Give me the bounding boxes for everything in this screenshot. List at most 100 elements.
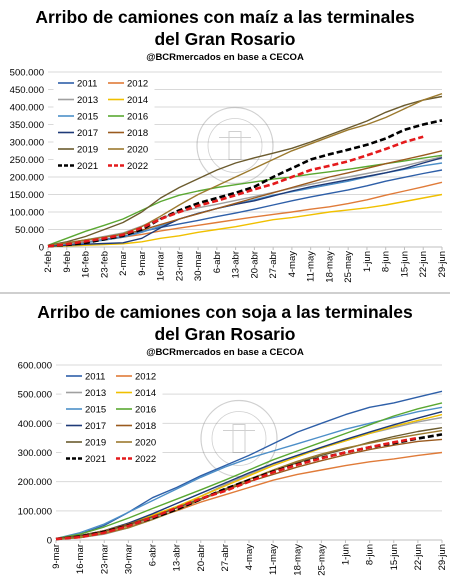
maiz-ytick-label: 150.000 [10,190,44,201]
maiz-chart-svg: 0 50.000 100.000 150.000 200.000 250.000 300.0… [10,68,448,283]
soja-ytick-label: 0 [47,536,52,547]
soja-series-2016-line [55,402,443,540]
soja-legend-label-2016: 2016 [135,405,156,416]
maiz-xtick-label: 9-mar [137,251,148,276]
maiz-series-2022-line [47,135,424,248]
maiz-legend-label-2020: 2020 [127,145,148,156]
soja-ytick-label: 100.000 [18,506,52,517]
maiz-watermark-seal [196,106,274,185]
maiz-legend-label-2011: 2011 [77,79,97,90]
soja-chart-title-line2: del Gran Rosario [154,324,296,344]
maiz-xtick-label: 11-may [306,251,317,282]
maiz-ytick-label: 500.000 [10,68,44,79]
soja-legend-label-2022: 2022 [135,454,156,465]
soja-xtick-label: 4-may [244,544,255,571]
maiz-xtick-label: 30-mar [193,251,204,281]
maiz-legend-label-2019: 2019 [77,145,98,156]
maiz-ytick-label: 200.000 [10,173,44,184]
maiz-legend-label-2018: 2018 [127,128,148,139]
maiz-xtick-label: 16-feb [81,251,92,278]
maiz-xtick-label: 16-mar [156,251,167,281]
soja-xtick-label: 8-jun [365,544,376,565]
maiz-ytick-label: 250.000 [10,155,44,166]
maiz-xtick-label: 29-jun [437,251,448,277]
maiz-series-2011-line [47,169,443,247]
maiz-chart-title-line2: del Gran Rosario [154,29,296,49]
panel-divider [0,292,450,294]
soja-watermark-seal [200,399,278,478]
maiz-xtick-label: 23-feb [99,251,110,278]
maiz-xtick-label: 22-jun [418,251,429,277]
soja-xtick-label: 16-mar [75,544,86,574]
soja-chart-svg: 0 100.000 200.000 300.000 400.000 500.000 600.… [18,361,448,576]
soja-legend-label-2019: 2019 [85,438,106,449]
maiz-xtick-label: 25-may [343,251,354,283]
maiz-legend-box [53,72,155,177]
maiz-ytick-label: 100.000 [10,208,44,219]
soja-ytick-label: 600.000 [18,361,52,372]
soja-xtick-label: 27-abr [220,544,231,571]
maiz-ytick-label: 0 [39,243,44,254]
soja-chart-panel: Arribo de camiones con soja a las termin… [0,295,450,588]
maiz-ytick-label: 400.000 [10,103,44,114]
maiz-chart-subtitle: @BCRmercados en base a CECOA [146,52,304,63]
soja-legend-box [61,365,163,470]
maiz-xtick-label: 13-abr [231,251,242,278]
maiz-legend-label-2013: 2013 [77,95,98,106]
maiz-xtick-label: 2-mar [118,251,129,276]
maiz-legend-label-2012: 2012 [127,79,148,90]
maiz-legend-label-2015: 2015 [77,112,98,123]
soja-xtick-label: 30-mar [123,544,134,574]
soja-xtick-label: 15-jun [389,544,400,570]
maiz-xtick-label: 6-abr [212,251,223,273]
maiz-ytick-label: 300.000 [10,138,44,149]
soja-legend-label-2014: 2014 [135,388,156,399]
soja-xtick-label: 11-may [268,544,279,575]
soja-legend-label-2020: 2020 [135,438,156,449]
maiz-xtick-label: 15-jun [399,251,410,277]
soja-xtick-label: 18-may [292,544,303,576]
soja-legend-label-2017: 2017 [85,421,106,432]
soja-ytick-label: 500.000 [18,390,52,401]
maiz-xtick-label: 1-jun [362,251,373,272]
maiz-legend-label-2014: 2014 [127,95,148,106]
soja-legend-label-2015: 2015 [85,405,106,416]
maiz-legend-label-2016: 2016 [127,112,148,123]
soja-legend-label-2013: 2013 [85,388,106,399]
maiz-xtick-label: 23-mar [174,251,185,281]
maiz-chart-panel: Arribo de camiones con maíz a las termin… [0,0,450,293]
soja-xtick-label: 20-abr [196,544,207,571]
soja-legend-label-2012: 2012 [135,372,156,383]
maiz-xtick-label: 27-abr [268,251,279,278]
soja-xtick-label: 6-abr [148,544,159,566]
soja-xtick-label: 23-mar [99,544,110,574]
maiz-ytick-label: 50.000 [15,225,44,236]
maiz-xtick-label: 8-jun [381,251,392,272]
soja-series-2022-line [55,436,419,541]
maiz-xtick-label: 18-may [324,251,335,283]
soja-ytick-label: 300.000 [18,448,52,459]
maiz-series-2016-line [47,154,443,246]
maiz-xtick-label: 4-may [287,251,298,278]
maiz-ytick-label: 450.000 [10,85,44,96]
maiz-legend-label-2022: 2022 [127,161,148,172]
soja-xtick-label: 22-jun [413,544,424,570]
soja-legend-label-2018: 2018 [135,421,156,432]
maiz-series-2014-line [47,193,443,248]
maiz-legend-label-2021: 2021 [77,161,98,172]
soja-chart-title-line1: Arribo de camiones con soja a las termin… [37,302,413,322]
soja-xtick-label: 9-mar [51,544,62,569]
soja-xtick-label: 1-jun [341,544,352,565]
soja-xtick-label: 13-abr [172,544,183,571]
maiz-xtick-label: 9-feb [62,251,73,273]
maiz-xtick-label: 20-abr [249,251,260,278]
soja-legend-label-2021: 2021 [85,454,106,465]
soja-chart-subtitle: @BCRmercados en base a CECOA [146,347,304,358]
soja-xtick-label: 29-jun [437,544,448,570]
maiz-legend-label-2017: 2017 [77,128,98,139]
soja-xtick-label: 25-may [316,544,327,576]
maiz-series-2017-line [47,157,443,247]
maiz-chart-title-line1: Arribo de camiones con maíz a las termin… [35,7,415,27]
maiz-ytick-label: 350.000 [10,120,44,131]
soja-ytick-label: 400.000 [18,419,52,430]
